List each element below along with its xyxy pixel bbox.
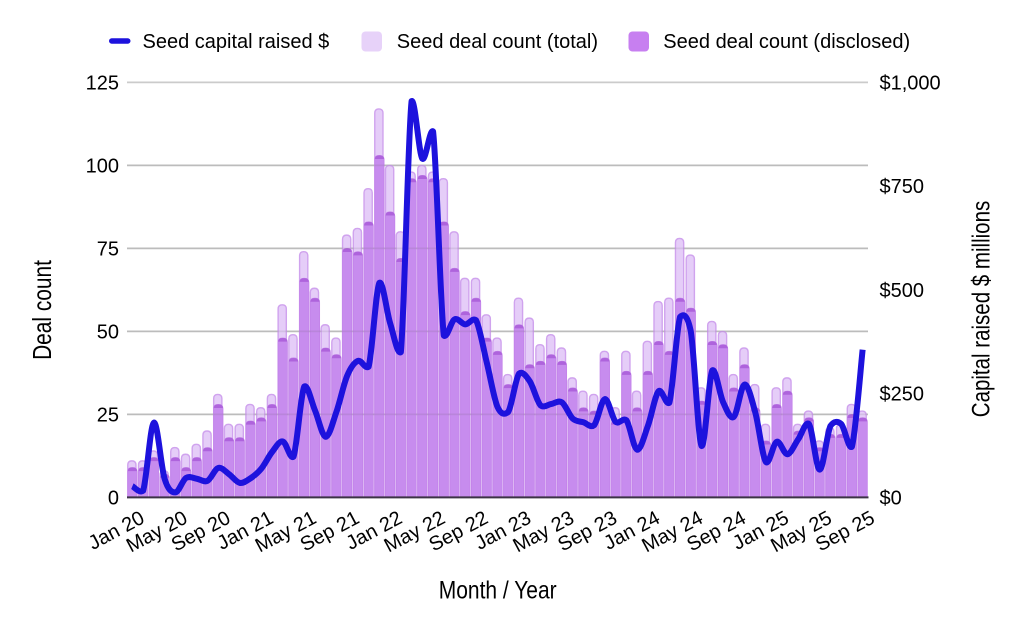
svg-text:75: 75 xyxy=(97,238,119,260)
svg-text:$500: $500 xyxy=(880,280,925,302)
svg-text:100: 100 xyxy=(86,155,119,177)
svg-text:Deal count: Deal count xyxy=(28,260,56,360)
svg-text:125: 125 xyxy=(86,72,119,94)
svg-text:Capital raised $ millions: Capital raised $ millions xyxy=(967,201,995,417)
svg-text:50: 50 xyxy=(97,321,119,343)
svg-text:Seed deal count (disclosed): Seed deal count (disclosed) xyxy=(663,31,910,53)
svg-text:0: 0 xyxy=(108,487,119,509)
svg-text:25: 25 xyxy=(97,404,119,426)
svg-text:$1,000: $1,000 xyxy=(880,72,941,94)
svg-text:Seed deal count (total): Seed deal count (total) xyxy=(397,31,598,53)
svg-text:$250: $250 xyxy=(880,384,925,406)
svg-text:Month / Year: Month / Year xyxy=(439,576,557,604)
svg-text:Seed capital raised $: Seed capital raised $ xyxy=(143,31,330,53)
svg-text:$0: $0 xyxy=(880,487,902,509)
svg-text:$750: $750 xyxy=(880,176,925,198)
